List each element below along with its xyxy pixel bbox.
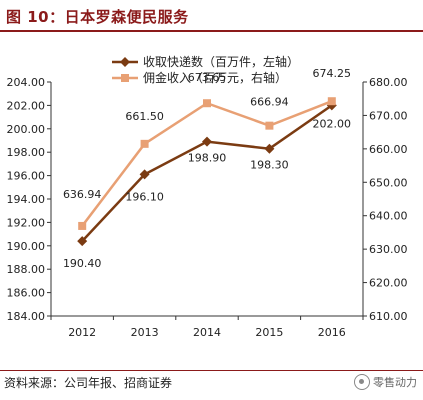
y-left-tick-label: 196.00 bbox=[7, 170, 46, 183]
data-label: 190.40 bbox=[63, 257, 102, 270]
data-label: 661.50 bbox=[125, 110, 164, 123]
y-left-tick-label: 190.00 bbox=[7, 240, 46, 253]
watermark: 零售动力 bbox=[354, 374, 417, 390]
y-right-tick-label: 680.00 bbox=[369, 76, 408, 89]
data-label: 674.25 bbox=[313, 67, 352, 80]
x-tick-label: 2012 bbox=[68, 326, 96, 339]
chart-data-labels: 190.40 196.10 198.90 198.30 202.00 636.94 661.… bbox=[63, 67, 351, 270]
y-right-tick-label: 610.00 bbox=[369, 310, 408, 323]
data-point-commission bbox=[327, 97, 336, 106]
y-right-tick-label: 670.00 bbox=[369, 109, 408, 122]
legend-diamond-marker bbox=[120, 57, 130, 67]
data-point-parcels bbox=[77, 236, 88, 247]
series-line-parcels bbox=[81, 104, 333, 242]
data-point-commission bbox=[265, 121, 274, 130]
data-label: 202.00 bbox=[313, 117, 352, 130]
data-point-parcels bbox=[202, 136, 212, 147]
y-left-tick-label: 184.00 bbox=[7, 310, 46, 323]
data-point-commission bbox=[203, 99, 211, 108]
data-label: 198.30 bbox=[250, 159, 289, 172]
data-point-parcels bbox=[139, 169, 150, 180]
title-divider bbox=[0, 30, 423, 32]
y-right-tick-label: 650.00 bbox=[369, 176, 408, 189]
chart-legend: 收取快递数（百万件，左轴）佣金收入（百万元，右轴） bbox=[112, 54, 299, 85]
legend-label: 佣金收入（百万元，右轴） bbox=[143, 70, 287, 85]
x-tick-label: 2015 bbox=[255, 326, 283, 339]
watermark-text: 零售动力 bbox=[373, 376, 417, 389]
data-point-commission bbox=[140, 139, 149, 148]
y-left-tick-label: 188.00 bbox=[7, 263, 46, 276]
y-left-tick-label: 202.00 bbox=[7, 99, 46, 112]
y-right-tick-label: 620.00 bbox=[369, 277, 408, 290]
dual-axis-line-chart: 184.00 186.00 188.00 190.00 192.00 194.00 196.… bbox=[7, 54, 408, 339]
y-left-tick-label: 204.00 bbox=[7, 76, 46, 89]
chart-series bbox=[77, 97, 337, 247]
data-label: 196.10 bbox=[125, 190, 164, 203]
data-label: 666.94 bbox=[250, 96, 289, 109]
wechat-logo-icon bbox=[354, 374, 370, 390]
y-left-tick-label: 200.00 bbox=[7, 123, 46, 136]
y-right-tick-label: 660.00 bbox=[369, 143, 408, 156]
legend-label: 收取快递数（百万件，左轴） bbox=[143, 54, 299, 69]
y-left-tick-label: 186.00 bbox=[7, 287, 46, 300]
y-right-tick-label: 630.00 bbox=[369, 243, 408, 256]
x-tick-label: 2016 bbox=[318, 326, 346, 339]
data-point-commission bbox=[78, 221, 87, 230]
source-note: 资料来源：公司年报、招商证券 bbox=[4, 376, 173, 390]
y-right-tick-label: 640.00 bbox=[369, 210, 408, 223]
y-left-tick-label: 194.00 bbox=[7, 193, 46, 206]
x-tick-label: 2014 bbox=[193, 326, 221, 339]
data-label: 673.65 bbox=[188, 71, 227, 84]
chart-axes: 184.00 186.00 188.00 190.00 192.00 194.00 196.… bbox=[7, 76, 408, 339]
figure-title-bar: 图 10：日本罗森便民服务 bbox=[0, 2, 423, 30]
figure-title: 图 10：日本罗森便民服务 bbox=[6, 8, 189, 26]
x-tick-label: 2013 bbox=[131, 326, 159, 339]
y-left-tick-label: 192.00 bbox=[7, 216, 46, 229]
y-left-tick-label: 198.00 bbox=[7, 146, 46, 159]
data-point-parcels bbox=[264, 143, 275, 154]
footer-divider bbox=[0, 370, 423, 371]
data-label: 198.90 bbox=[188, 152, 227, 165]
legend-square-marker bbox=[121, 74, 129, 82]
data-label: 636.94 bbox=[63, 188, 102, 201]
